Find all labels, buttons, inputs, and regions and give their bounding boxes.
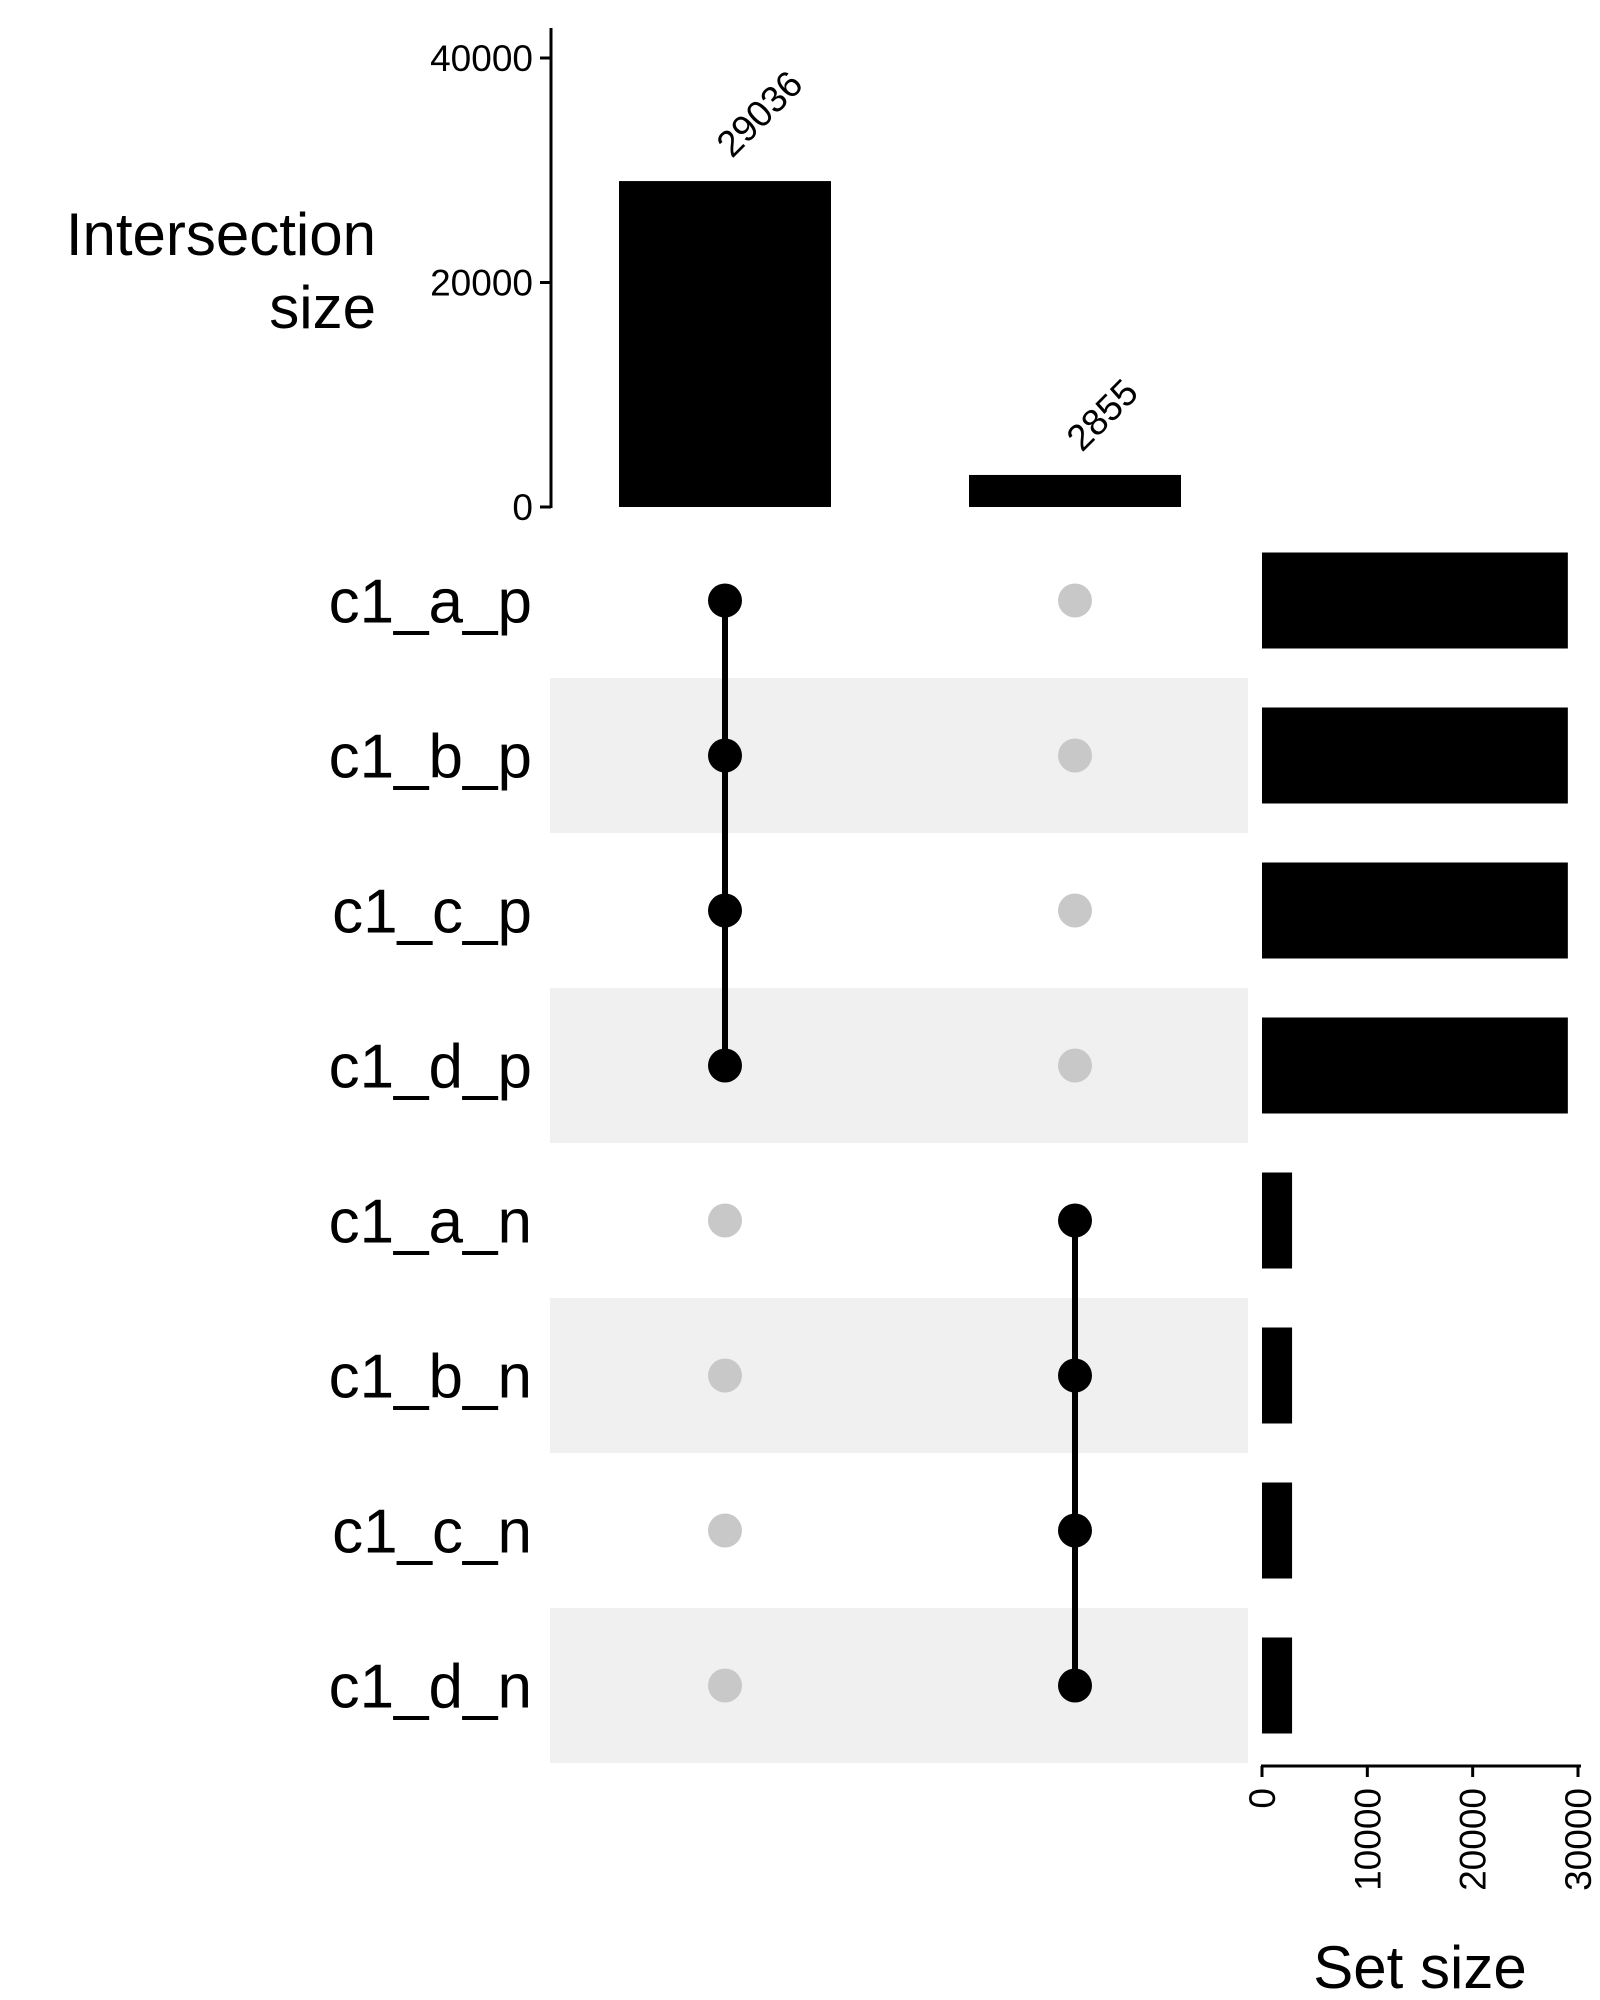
set-size-bar: [1262, 1327, 1293, 1424]
intersection-bar: [619, 181, 831, 507]
intersection-value-label: 2855: [1059, 371, 1146, 458]
matrix-dot-active: [708, 583, 742, 618]
matrix-dot-active: [708, 1048, 742, 1083]
row-stripe: [550, 1298, 1248, 1453]
matrix-dot-active: [708, 893, 742, 928]
matrix-dot-active: [1058, 1203, 1092, 1238]
set-size-bar: [1262, 1482, 1293, 1579]
row-stripe: [550, 988, 1248, 1143]
intersection-y-axis-label: Intersection: [66, 201, 376, 268]
matrix-dot-inactive: [708, 1203, 742, 1238]
set-labels: c1_a_p c1_b_p c1_c_p c1_d_p c1_a_n c1_b_n c1_c…: [329, 568, 532, 1722]
set-label: c1_d_n: [329, 1653, 532, 1722]
intersection-matrix: [708, 583, 1092, 1703]
set-size-bar: [1262, 1017, 1568, 1114]
set-size-x-axis-label: Set size: [1313, 1934, 1526, 2000]
set-size-x-tick-label: 0: [1242, 1788, 1283, 1809]
set-label: c1_d_p: [329, 1033, 532, 1102]
matrix-dot-active: [708, 738, 742, 773]
matrix-dot-inactive: [708, 1513, 742, 1548]
matrix-dot-inactive: [708, 1668, 742, 1703]
row-stripe: [550, 678, 1248, 833]
matrix-dot-inactive: [1058, 1048, 1092, 1083]
intersection-bar: [969, 474, 1181, 507]
matrix-dot-active: [1058, 1668, 1092, 1703]
set-size-x-tick-label: 20000: [1453, 1788, 1494, 1891]
set-label: c1_a_n: [329, 1188, 532, 1257]
set-size-bar: [1262, 1172, 1293, 1269]
set-size-panel: 0 10000 20000 30000 Set size: [1242, 552, 1599, 2000]
matrix-row-stripes: [550, 678, 1248, 1763]
matrix-dot-active: [1058, 1358, 1092, 1393]
set-size-bar: [1262, 552, 1568, 649]
matrix-dot-inactive: [708, 1358, 742, 1393]
set-label: c1_a_p: [329, 568, 532, 637]
matrix-dot-inactive: [1058, 738, 1092, 773]
intersection-y-tick-label: 40000: [430, 38, 533, 79]
set-size-x-tick-label: 30000: [1558, 1788, 1599, 1891]
set-size-bar: [1262, 862, 1568, 959]
intersection-y-axis-label: size: [269, 274, 376, 341]
matrix-dot-inactive: [1058, 893, 1092, 928]
matrix-dot-inactive: [1058, 583, 1092, 618]
row-stripe: [550, 1608, 1248, 1763]
intersection-y-tick-label: 0: [512, 487, 533, 528]
intersection-value-label: 29036: [709, 63, 811, 165]
set-label: c1_c_n: [332, 1498, 532, 1567]
set-label: c1_b_p: [329, 723, 532, 792]
set-size-bar: [1262, 707, 1568, 804]
set-size-bar: [1262, 1637, 1293, 1734]
set-label: c1_b_n: [329, 1343, 532, 1412]
matrix-dot-active: [1058, 1513, 1092, 1548]
set-size-x-tick-label: 10000: [1347, 1788, 1388, 1891]
set-label: c1_c_p: [332, 878, 532, 947]
intersection-y-tick-label: 20000: [430, 263, 533, 304]
